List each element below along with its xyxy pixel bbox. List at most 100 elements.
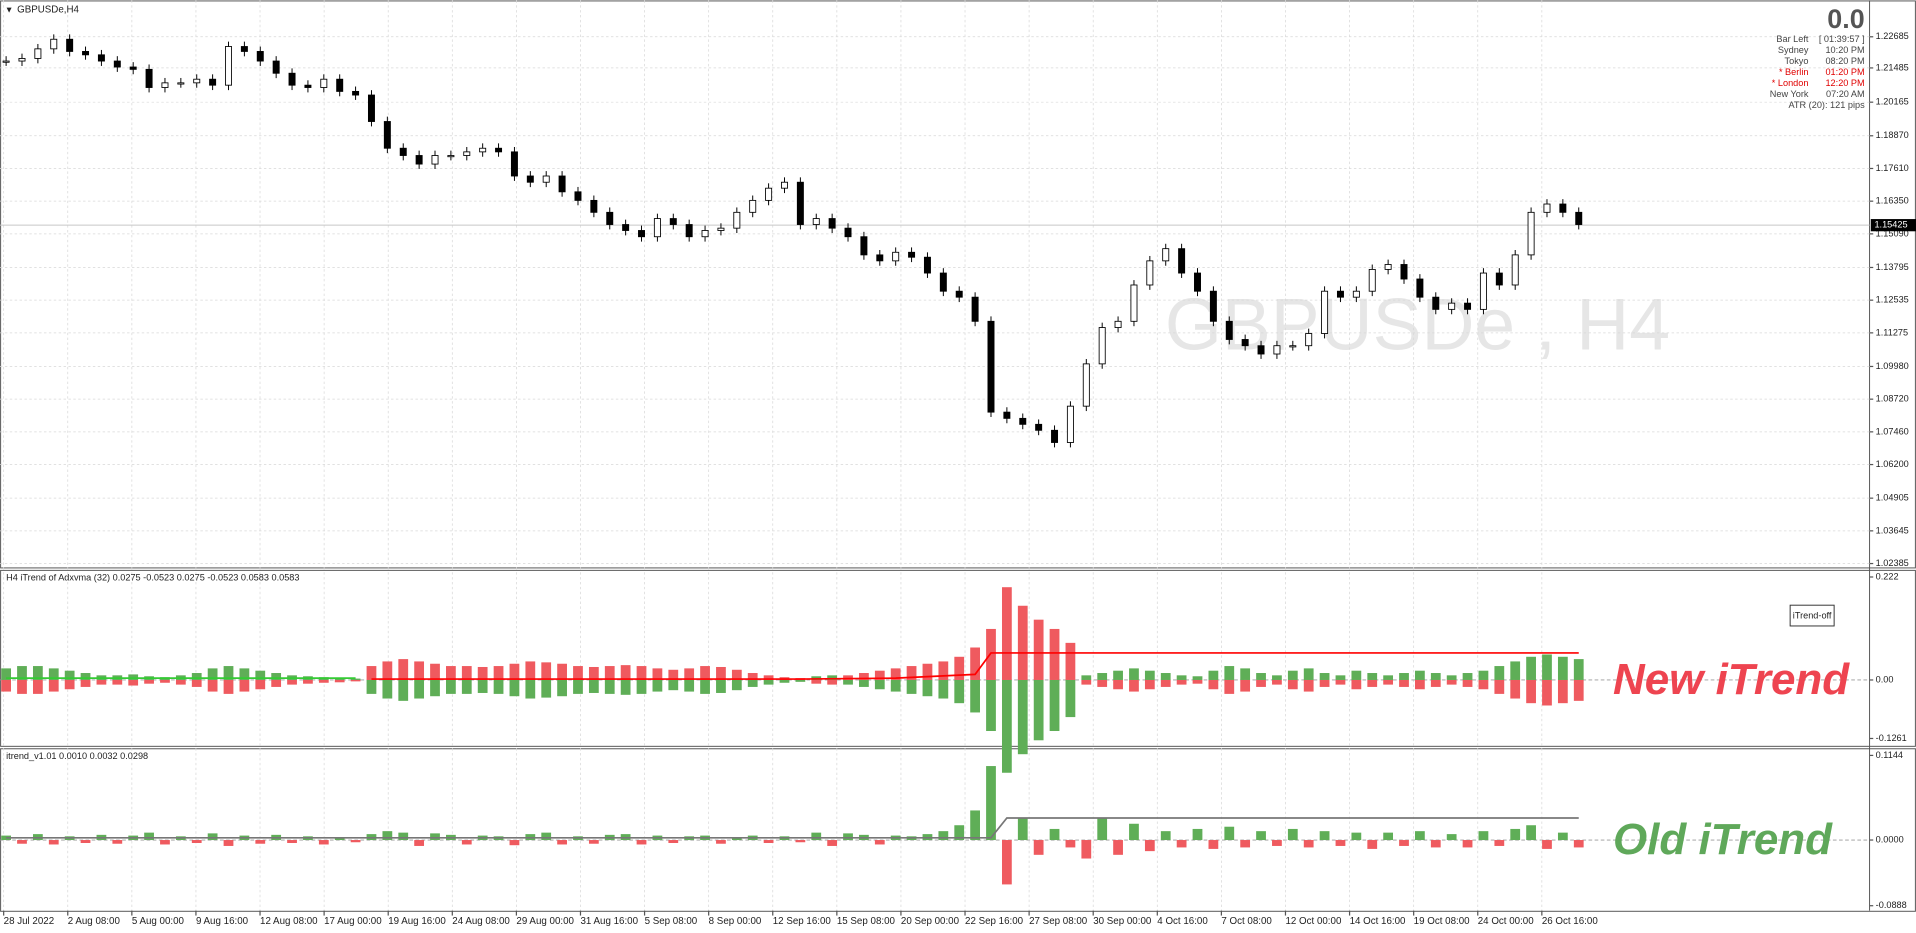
x-tick-label: 19 Oct 08:00 <box>1414 916 1470 927</box>
candle-body <box>18 58 26 62</box>
histogram-bar <box>1526 825 1536 841</box>
x-tick-label: 20 Sep 00:00 <box>901 916 960 927</box>
histogram-bar <box>1176 840 1187 848</box>
candle-body <box>367 94 375 122</box>
histogram-bar-mirror <box>573 679 583 694</box>
histogram-bar <box>1415 831 1425 841</box>
histogram-bar-mirror <box>1208 679 1219 690</box>
candle-body <box>1305 333 1313 347</box>
histogram-bar-mirror <box>1224 679 1235 694</box>
histogram-bar <box>271 673 282 680</box>
candle-body <box>781 181 788 189</box>
x-tick-label: 24 Aug 08:00 <box>452 916 510 927</box>
y-tick-label: -0.1261 <box>1876 733 1907 743</box>
histogram-bar <box>1303 840 1314 848</box>
candle-body <box>1114 320 1122 328</box>
candle-body <box>272 60 280 74</box>
candle-body <box>66 38 74 52</box>
x-tick-label: 28 Jul 2022 <box>4 916 55 927</box>
histogram-bar-mirror <box>1176 679 1187 685</box>
histogram-bar-mirror <box>1367 679 1378 687</box>
histogram-bar-mirror <box>1081 679 1092 685</box>
histogram-bar <box>48 668 59 680</box>
histogram-bar-mirror <box>303 679 313 684</box>
x-tick-label: 12 Aug 08:00 <box>260 916 318 927</box>
candle-body <box>1225 320 1233 340</box>
info-label: Bar Left <box>1776 34 1809 44</box>
y-tick-label: 1.16350 <box>1876 196 1909 206</box>
histogram-bar <box>1367 840 1378 849</box>
histogram-bar-mirror <box>779 679 790 683</box>
info-label: * Berlin <box>1779 67 1809 77</box>
histogram-bar <box>1049 628 1060 680</box>
candle-body <box>431 155 439 165</box>
histogram-bar <box>986 628 996 680</box>
x-tick-label: 24 Oct 00:00 <box>1478 916 1534 927</box>
histogram-bar <box>1272 675 1282 680</box>
histogram-bar <box>811 832 822 841</box>
histogram-bar <box>1001 840 1012 885</box>
histogram-bar-mirror <box>334 679 345 683</box>
histogram-bar-mirror <box>1160 679 1171 687</box>
candle-body <box>399 147 407 156</box>
histogram-bar-mirror <box>716 679 726 693</box>
histogram-bar-mirror <box>938 679 949 699</box>
info-value: [ 01:39:57 ] <box>1819 34 1865 44</box>
toggle-button-label[interactable]: iTrend-off <box>1793 611 1832 621</box>
histogram-bar <box>1160 831 1171 841</box>
toggle-button[interactable] <box>1789 604 1835 627</box>
histogram-bar-mirror <box>239 679 250 692</box>
histogram-bar <box>1367 673 1378 680</box>
histogram-bar-mirror <box>1319 679 1330 687</box>
candle-body <box>34 48 42 59</box>
candle-body <box>129 66 137 70</box>
histogram-bar <box>604 666 615 680</box>
histogram-bar <box>652 668 663 680</box>
y-tick-label: 1.08720 <box>1876 394 1909 404</box>
histogram-bar <box>80 673 91 680</box>
info-label: Sydney <box>1778 45 1809 55</box>
histogram-bar-mirror <box>64 679 75 690</box>
histogram-bar-mirror <box>191 679 202 687</box>
y-tick-label: 1.11275 <box>1876 327 1908 337</box>
histogram-bar <box>827 675 838 680</box>
info-value: 08:20 PM <box>1825 56 1864 66</box>
histogram-bar-mirror <box>128 679 139 686</box>
candle-body <box>1257 345 1265 355</box>
y-tick-label: 1.18870 <box>1876 130 1909 140</box>
histogram-bar <box>1208 840 1219 849</box>
candle-body <box>145 68 153 88</box>
histogram-bar <box>922 663 933 680</box>
y-tick-label: 1.06200 <box>1876 459 1909 469</box>
histogram-bar-mirror <box>620 679 631 695</box>
bar-left-big: 0.0 <box>1827 4 1864 34</box>
histogram-bar <box>938 661 949 680</box>
histogram-bar-mirror <box>1192 679 1203 684</box>
candle-body <box>1432 296 1440 310</box>
histogram-bar <box>382 831 393 841</box>
candle-body <box>622 224 630 231</box>
histogram-bar <box>493 666 504 680</box>
histogram-bar-mirror <box>747 679 758 687</box>
candle-body <box>1464 302 1472 310</box>
histogram-bar <box>144 832 154 841</box>
histogram-bar-mirror <box>986 679 996 732</box>
histogram-bar <box>588 666 599 680</box>
candle-body <box>1543 203 1551 213</box>
histogram-bar <box>1351 670 1362 680</box>
candle-body <box>1019 417 1027 425</box>
histogram-bar <box>287 840 297 843</box>
histogram-bar-mirror <box>382 679 393 699</box>
x-tick-label: 7 Oct 08:00 <box>1221 916 1272 927</box>
histogram-bar <box>1446 675 1457 680</box>
histogram-bar <box>255 670 266 680</box>
candle-body <box>844 227 852 238</box>
histogram-bar-mirror <box>1272 679 1282 685</box>
histogram-bar <box>414 661 425 680</box>
histogram-bar <box>1256 831 1266 841</box>
histogram-bar <box>1557 656 1568 680</box>
histogram-bar-mirror <box>1415 679 1425 690</box>
candle-body <box>1495 272 1503 286</box>
histogram-bar <box>1097 673 1108 680</box>
